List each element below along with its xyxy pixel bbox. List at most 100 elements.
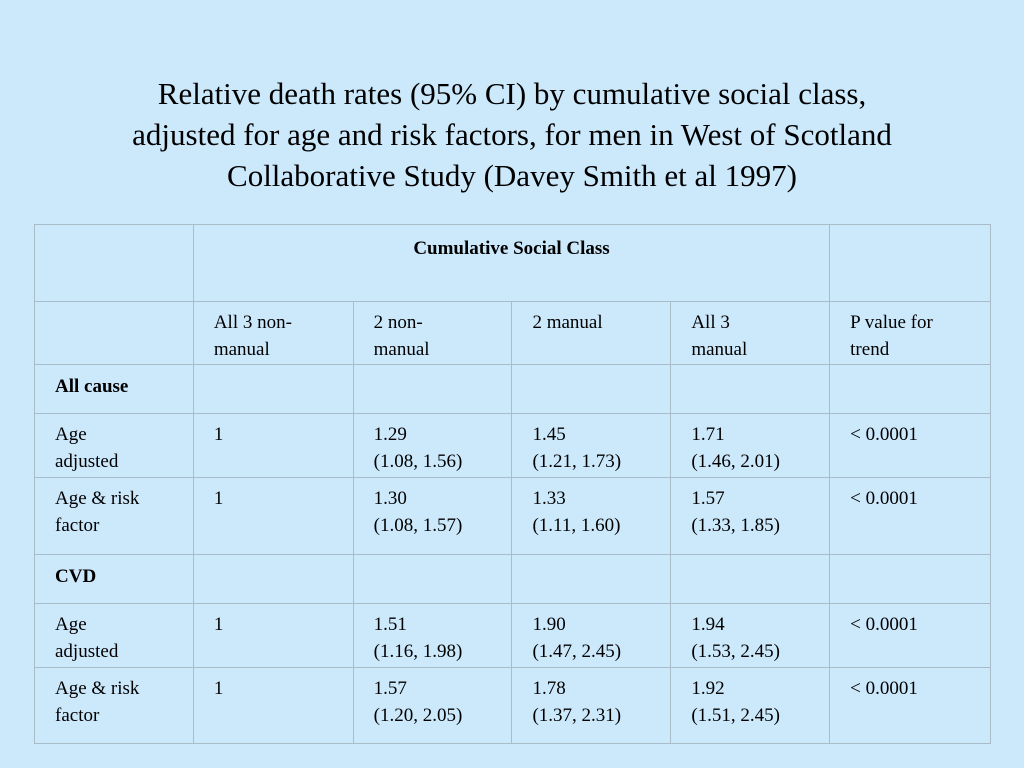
rate-value: 1.94: [691, 614, 725, 635]
empty-cell: [352, 554, 513, 604]
table-cell: 1.51 (1.16, 1.98): [352, 603, 513, 668]
column-header: All 3 non- manual: [192, 301, 354, 365]
rate-value: 1.57: [691, 488, 725, 509]
row-label: Age: [55, 614, 87, 635]
column-header-line: All 3 non-: [213, 312, 292, 333]
row-label: Age: [55, 424, 87, 445]
confidence-interval: (1.46, 2.01): [691, 451, 780, 472]
rate-value: 1.57: [373, 678, 407, 699]
empty-cell: [352, 364, 513, 414]
rate-value: 1.78: [532, 678, 566, 699]
confidence-interval: (1.20, 2.05): [373, 705, 463, 726]
table-cell: 1.90 (1.47, 2.45): [511, 603, 672, 668]
table-cell: 1.33 (1.11, 1.60): [511, 477, 672, 555]
confidence-interval: (1.11, 1.60): [532, 515, 621, 536]
table-cell: 1.78 (1.37, 2.31): [511, 667, 672, 744]
column-header-line: 2 manual: [532, 312, 603, 333]
section-label: CVD: [55, 566, 97, 587]
death-rates-table: Cumulative Social Class All 3 non- manua…: [34, 224, 991, 744]
column-header: 2 non- manual: [352, 301, 513, 365]
table-row: Age adjusted 1 1.51 (1.16, 1.98) 1.90 (1…: [34, 603, 991, 668]
confidence-interval: (1.37, 2.31): [532, 705, 622, 726]
empty-cell: [670, 554, 831, 604]
empty-cell: [670, 364, 831, 414]
empty-cell: [829, 554, 991, 604]
empty-cell: [34, 301, 194, 365]
rate-value: 1.51: [373, 614, 407, 635]
column-header-line: trend: [850, 339, 890, 360]
column-header: All 3 manual: [670, 301, 831, 365]
rate-value: 1.30: [373, 488, 407, 509]
row-label-cell: Age & risk factor: [34, 477, 194, 555]
rate-value: 1.29: [373, 424, 407, 445]
table-cell: 1.29 (1.08, 1.56): [352, 413, 513, 478]
table-row: Age & risk factor 1 1.57 (1.20, 2.05) 1.…: [34, 667, 991, 744]
title-line-1: Relative death rates (95% CI) by cumulat…: [157, 76, 867, 111]
p-value: < 0.0001: [850, 678, 918, 699]
group-header-label: Cumulative Social Class: [413, 238, 610, 259]
section-row: All cause: [34, 364, 991, 414]
table-cell: < 0.0001: [829, 667, 991, 744]
table-cell: 1.92 (1.51, 2.45): [670, 667, 831, 744]
empty-cell: [829, 364, 991, 414]
empty-cell: [192, 554, 354, 604]
row-label: factor: [55, 705, 100, 726]
title-line-2: adjusted for age and risk factors, for m…: [132, 117, 892, 152]
confidence-interval: (1.21, 1.73): [532, 451, 622, 472]
table-cell: < 0.0001: [829, 413, 991, 478]
column-header: 2 manual: [511, 301, 672, 365]
empty-cell: [192, 364, 354, 414]
confidence-interval: (1.33, 1.85): [691, 515, 780, 536]
table-row: Age & risk factor 1 1.30 (1.08, 1.57) 1.…: [34, 477, 991, 555]
row-label-cell: Age & risk factor: [34, 667, 194, 744]
table-cell: 1: [192, 413, 354, 478]
section-label: All cause: [55, 376, 129, 397]
table-cell: 1.57 (1.33, 1.85): [670, 477, 831, 555]
confidence-interval: (1.08, 1.57): [373, 515, 463, 536]
empty-cell: [511, 364, 672, 414]
table-cell: 1.71 (1.46, 2.01): [670, 413, 831, 478]
group-header-row: Cumulative Social Class: [34, 224, 991, 302]
column-header-line: 2 non-: [373, 312, 423, 333]
rate-value: 1.33: [532, 488, 566, 509]
column-header-line: All 3: [691, 312, 730, 333]
table-cell: < 0.0001: [829, 603, 991, 668]
confidence-interval: (1.16, 1.98): [373, 641, 463, 662]
row-label: adjusted: [55, 641, 119, 662]
row-label-cell: Age adjusted: [34, 603, 194, 668]
column-header-line: manual: [213, 339, 270, 360]
rate-value: 1.45: [532, 424, 566, 445]
confidence-interval: (1.53, 2.45): [691, 641, 780, 662]
section-row: CVD: [34, 554, 991, 604]
table-row: Age adjusted 1 1.29 (1.08, 1.56) 1.45 (1…: [34, 413, 991, 478]
p-value: < 0.0001: [850, 614, 918, 635]
table-cell: 1.57 (1.20, 2.05): [352, 667, 513, 744]
column-header-line: manual: [373, 339, 430, 360]
row-label: Age & risk: [55, 488, 140, 509]
empty-cell: [34, 224, 194, 302]
column-header-line: manual: [691, 339, 748, 360]
reference-value: 1: [213, 614, 224, 635]
empty-cell: [829, 224, 991, 302]
title-line-3: Collaborative Study (Davey Smith et al 1…: [227, 158, 797, 193]
row-label: factor: [55, 515, 100, 536]
rate-value: 1.90: [532, 614, 566, 635]
reference-value: 1: [213, 488, 224, 509]
column-header-line: P value for: [850, 312, 933, 333]
p-value: < 0.0001: [850, 488, 918, 509]
group-header-cell: Cumulative Social Class: [192, 224, 831, 302]
reference-value: 1: [213, 678, 224, 699]
empty-cell: [511, 554, 672, 604]
section-label-cell: All cause: [34, 364, 194, 414]
section-label-cell: CVD: [34, 554, 194, 604]
rate-value: 1.71: [691, 424, 725, 445]
confidence-interval: (1.51, 2.45): [691, 705, 780, 726]
row-label: Age & risk: [55, 678, 140, 699]
confidence-interval: (1.47, 2.45): [532, 641, 622, 662]
column-header-row: All 3 non- manual 2 non- manual 2 manual…: [34, 301, 991, 365]
p-value: < 0.0001: [850, 424, 918, 445]
table-cell: 1.94 (1.53, 2.45): [670, 603, 831, 668]
table-cell: < 0.0001: [829, 477, 991, 555]
table-cell: 1: [192, 477, 354, 555]
slide-title: Relative death rates (95% CI) by cumulat…: [60, 73, 964, 196]
